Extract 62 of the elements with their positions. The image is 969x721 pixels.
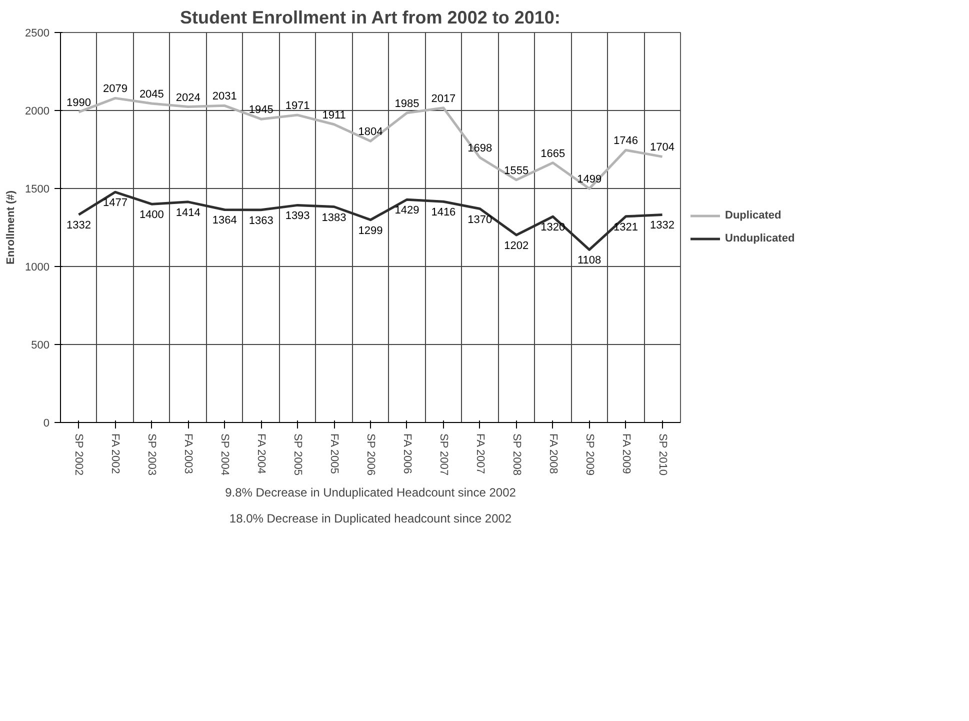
data-label: 1416 [431, 206, 456, 219]
data-label: 1971 [285, 100, 310, 112]
x-tick-label: SP 2002 [72, 434, 85, 476]
x-tick-label: SP 2006 [364, 434, 376, 476]
data-label: 1363 [248, 214, 274, 227]
data-label: 2079 [102, 83, 128, 96]
y-tick-label: 500 [31, 340, 50, 352]
x-tick-label: SP 2003 [146, 434, 158, 476]
data-label: 1320 [540, 222, 566, 234]
data-label: 1108 [577, 254, 602, 267]
data-label: 1555 [504, 164, 529, 177]
data-label: 1804 [358, 126, 383, 138]
legend-label: Unduplicated [725, 232, 795, 244]
x-tick-label: FA 2008 [546, 434, 559, 474]
legend-label: Duplicated [725, 210, 782, 222]
data-label: 1429 [394, 204, 420, 217]
y-tick-label: 1500 [25, 184, 50, 196]
x-tick-label: SP 2004 [218, 434, 231, 476]
data-label: 1400 [139, 209, 164, 222]
data-label: 1370 [468, 214, 492, 226]
data-label: 1332 [66, 220, 91, 232]
data-label: 2017 [431, 92, 456, 105]
x-tick-label: FA 2006 [400, 434, 413, 474]
data-label: 1990 [66, 97, 91, 110]
data-label: 1321 [614, 221, 638, 234]
data-label: 1299 [358, 224, 383, 237]
x-tick-label: FA 2005 [328, 434, 340, 474]
data-label: 1202 [504, 240, 529, 252]
y-tick-label: 1000 [25, 262, 50, 274]
data-label: 1499 [577, 174, 602, 186]
data-label: 1665 [540, 148, 566, 160]
data-label: 2031 [212, 90, 237, 103]
x-tick-label: FA 2003 [182, 434, 194, 474]
x-tick-label: FA 2004 [255, 434, 268, 474]
y-tick-label: 2000 [25, 106, 50, 118]
x-tick-label: SP 2008 [510, 434, 522, 476]
data-label: 1383 [322, 212, 346, 224]
y-tick-label: 2500 [25, 28, 50, 40]
data-label: 1698 [468, 142, 492, 155]
data-label: 1414 [176, 206, 200, 219]
y-axis-title: Enrollment (#) [5, 190, 18, 264]
x-tick-label: FA 2009 [620, 434, 632, 474]
data-label: 1332 [650, 220, 675, 232]
y-tick-label: 0 [43, 418, 50, 430]
x-tick-label: FA 2002 [109, 434, 122, 474]
chart-title: Student Enrollment in Art from 2002 to 2010: [180, 8, 560, 28]
text: 9.8% Decrease in Unduplicated Headcount since 2002 [225, 486, 516, 500]
data-label: 2024 [176, 92, 200, 104]
x-tick-label: SP 2007 [437, 434, 450, 476]
x-tick-label: SP 2005 [292, 434, 304, 476]
data-label: 1911 [322, 109, 346, 122]
data-label: 1985 [394, 98, 420, 110]
x-tick-label: SP 2009 [583, 434, 596, 476]
x-tick-label: FA 2007 [474, 434, 486, 474]
data-label: 1704 [650, 142, 675, 154]
data-label: 1393 [285, 210, 310, 222]
x-tick-label: SP 2010 [656, 434, 668, 476]
data-label: 1477 [102, 197, 128, 210]
data-label: 1746 [614, 135, 638, 148]
data-label: 1364 [212, 214, 237, 227]
text: 18.0% Decrease in Duplicated headcount since 2002 [229, 512, 512, 526]
data-label: 2045 [139, 88, 164, 100]
